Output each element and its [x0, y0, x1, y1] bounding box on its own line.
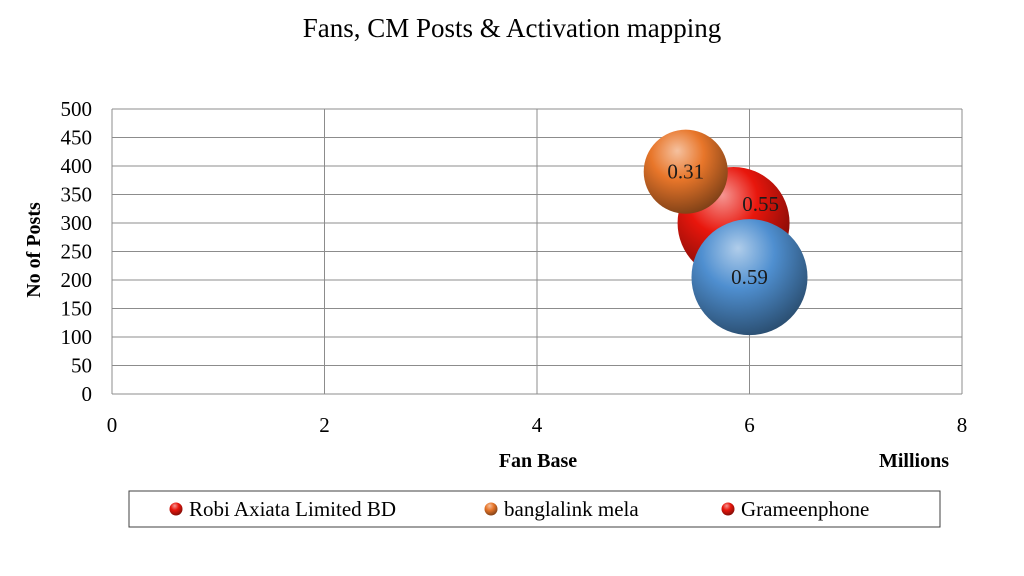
bubble-data-label: 0.59 [731, 265, 768, 289]
bubble-data-label: 0.31 [667, 160, 704, 184]
x-tick-label: 8 [957, 413, 968, 437]
y-tick-label: 300 [61, 211, 93, 235]
legend-entry: Robi Axiata Limited BD [189, 497, 396, 521]
legend-marker [484, 502, 498, 516]
x-axis-unit-label: Millions [879, 450, 949, 472]
bubble-grameenphone [691, 219, 808, 336]
legend-marker [721, 502, 735, 516]
y-tick-label: 150 [61, 297, 93, 321]
y-tick-label: 100 [61, 325, 93, 349]
bubble-data-label: 0.55 [742, 192, 779, 216]
bubbles: 0.55 0.31 0.59 [643, 129, 808, 336]
y-tick-label: 400 [61, 154, 93, 178]
legend-marker [169, 502, 183, 516]
y-axis-label: No of Posts [23, 202, 45, 298]
y-tick-label: 250 [61, 240, 93, 264]
bubble-banglalink-mela [643, 129, 728, 214]
legend: Robi Axiata Limited BD banglalink mela Gra… [128, 490, 941, 528]
legend-box [128, 490, 941, 528]
grid-lines [111, 108, 963, 395]
y-tick-label: 350 [61, 183, 93, 207]
y-axis-ticks: 0 50 100 150 200 250 300 350 400 450 500 [61, 97, 93, 406]
x-axis-ticks: 0 2 4 6 8 [107, 413, 968, 437]
chart-title: Fans, CM Posts & Activation mapping [303, 13, 722, 43]
x-tick-label: 2 [319, 413, 330, 437]
x-tick-label: 6 [744, 413, 755, 437]
y-tick-label: 0 [82, 382, 93, 406]
y-tick-label: 200 [61, 268, 93, 292]
legend-entry: Grameenphone [741, 497, 869, 521]
y-tick-label: 50 [71, 354, 92, 378]
legend-entry: banglalink mela [504, 497, 639, 521]
x-axis-label: Fan Base [499, 450, 577, 472]
y-tick-label: 450 [61, 126, 93, 150]
y-tick-label: 500 [61, 97, 93, 121]
x-tick-label: 0 [107, 413, 118, 437]
x-tick-label: 4 [532, 413, 543, 437]
